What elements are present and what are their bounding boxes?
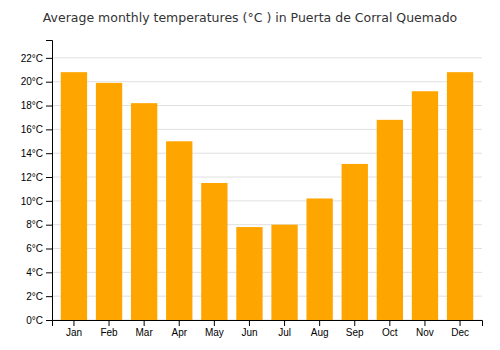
bar [61, 72, 87, 320]
tick-mark [46, 296, 52, 297]
tick: 22°C [21, 53, 52, 64]
tick-label: Dec [451, 327, 469, 338]
tick-mark [319, 320, 320, 326]
tick-label: 12°C [21, 172, 43, 183]
tick: Jun [241, 320, 257, 338]
tick-label: 8°C [26, 219, 43, 230]
tick-mark [46, 225, 52, 226]
tick-mark [424, 320, 425, 326]
tick-label: 6°C [26, 243, 43, 254]
bar [271, 225, 297, 320]
tick: Jul [278, 320, 291, 338]
tick-mark [46, 177, 52, 178]
tick-mark [46, 201, 52, 202]
bar [201, 183, 227, 320]
tick-label: 10°C [21, 196, 43, 207]
tick-label: Nov [416, 327, 434, 338]
tick: 2°C [26, 291, 52, 302]
bar [96, 83, 122, 320]
plot: 0°C 2°C 4°C 6°C 8°C 10°C 12°C 14°C 16°C 18°C 20°C 2… [21, 41, 483, 339]
tick: 20°C [21, 76, 52, 87]
tick: May [205, 320, 224, 338]
bar [342, 164, 368, 320]
tick: Dec [451, 320, 469, 338]
tick-mark [46, 106, 52, 107]
tick-mark [46, 320, 52, 321]
tick-mark [249, 320, 250, 326]
tick: 8°C [26, 219, 52, 230]
tick-mark [460, 320, 461, 326]
bar [377, 120, 403, 320]
tick-mark [284, 320, 285, 326]
tick-mark [389, 320, 390, 326]
tick: 12°C [21, 172, 52, 183]
tick: Feb [100, 320, 118, 338]
tick-label: 22°C [21, 53, 43, 64]
tick: 16°C [21, 124, 52, 135]
tick: Mar [136, 320, 154, 338]
grid-line [52, 57, 482, 58]
tick-mark [46, 58, 52, 59]
tick-label: 4°C [26, 267, 43, 278]
tick: Jan [66, 320, 82, 338]
tick-label: Apr [171, 327, 187, 338]
tick: Apr [171, 320, 187, 338]
tick-label: 16°C [21, 124, 43, 135]
tick-mark [46, 249, 52, 250]
bar [131, 103, 157, 320]
tick-label: Mar [136, 327, 154, 338]
tick: Oct [382, 320, 398, 338]
tick: Aug [311, 320, 329, 338]
tick-label: 18°C [21, 100, 43, 111]
tick-mark [214, 320, 215, 326]
axis-line [53, 321, 483, 327]
tick: Sep [346, 320, 364, 338]
tick-mark [73, 320, 74, 326]
x-axis: Jan Feb Mar Apr May Jun Jul Aug Sep Oct Nov Dec [53, 320, 483, 338]
grid [52, 58, 482, 320]
bars [61, 72, 473, 320]
axis-line [46, 41, 53, 321]
bar [166, 141, 192, 320]
tick: 0°C [26, 315, 52, 326]
tick: 18°C [21, 100, 52, 111]
grid-line [52, 81, 482, 82]
tick-mark [179, 320, 180, 326]
tick-label: Sep [346, 327, 364, 338]
tick-mark [46, 129, 52, 130]
tick-label: Jan [66, 327, 82, 338]
tick: Nov [416, 320, 434, 338]
tick: 14°C [21, 148, 52, 159]
tick-label: Jul [278, 327, 291, 338]
bar [306, 198, 332, 320]
tick: 4°C [26, 267, 52, 278]
tick-label: Jun [241, 327, 257, 338]
tick-mark [109, 320, 110, 326]
tick: 10°C [21, 196, 52, 207]
title: Average monthly temperatures (°C ) in Pu… [43, 10, 457, 25]
tick-label: 2°C [26, 291, 43, 302]
tick-mark [46, 153, 52, 154]
y-axis: 0°C 2°C 4°C 6°C 8°C 10°C 12°C 14°C 16°C 18°C 20°C 2… [21, 41, 53, 326]
tick-mark [46, 82, 52, 83]
chart: Average monthly temperatures (°C ) in Pu… [0, 0, 500, 350]
tick-label: Feb [100, 327, 118, 338]
tick-label: May [205, 327, 224, 338]
tick-mark [354, 320, 355, 326]
bar [236, 227, 262, 320]
tick-label: 0°C [26, 315, 43, 326]
bar [447, 72, 473, 320]
tick-label: Aug [311, 327, 329, 338]
tick-label: 20°C [21, 76, 43, 87]
tick-mark [144, 320, 145, 326]
tick-label: Oct [382, 327, 398, 338]
tick-label: 14°C [21, 148, 43, 159]
tick-mark [46, 272, 52, 273]
tick: 6°C [26, 243, 52, 254]
bar [412, 91, 438, 320]
